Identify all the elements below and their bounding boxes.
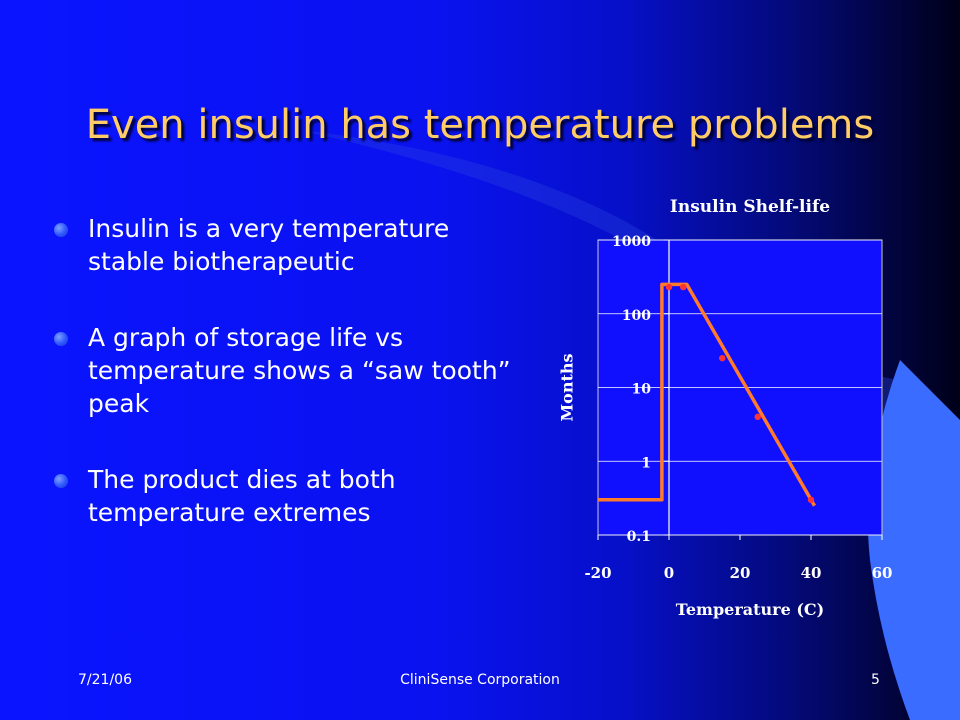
series-line xyxy=(598,282,817,507)
x-tick-label: -20 xyxy=(584,564,611,582)
x-tick-label: 40 xyxy=(801,564,822,582)
y-tick-label: 1 xyxy=(641,455,651,471)
slide-title: Even insulin has temperature problems xyxy=(85,102,875,148)
bullet-text: Insulin is a very temperature stable bio… xyxy=(88,214,450,276)
data-point xyxy=(807,496,815,504)
x-tick-label: 20 xyxy=(730,564,751,582)
bullet-item: A graph of storage life vs temperature s… xyxy=(52,321,522,420)
bullet-list: Insulin is a very temperature stable bio… xyxy=(52,212,522,572)
bullet-text: The product dies at both temperature ext… xyxy=(88,465,396,527)
data-point xyxy=(680,283,687,291)
y-tick-label: 0.1 xyxy=(627,529,651,545)
x-tick-label: 60 xyxy=(872,564,893,582)
data-point xyxy=(719,354,726,362)
bullet-item: The product dies at both temperature ext… xyxy=(52,463,522,529)
bullet-dot-icon xyxy=(54,332,68,346)
y-tick-label: 1000 xyxy=(612,234,651,250)
x-axis-label: Temperature (C) xyxy=(675,600,825,619)
x-tick-label: 0 xyxy=(664,564,674,582)
footer-company: CliniSense Corporation xyxy=(400,672,560,688)
bullet-dot-icon xyxy=(54,223,68,237)
bullet-text: A graph of storage life vs temperature s… xyxy=(88,323,511,418)
footer-date: 7/21/06 xyxy=(78,672,132,688)
y-tick-label: 10 xyxy=(632,382,652,398)
bullet-dot-icon xyxy=(54,474,68,488)
chart-title: Insulin Shelf-life xyxy=(669,197,831,217)
footer-page-number: 5 xyxy=(871,672,880,688)
y-tick-label: 100 xyxy=(622,308,651,324)
data-point xyxy=(665,283,673,291)
data-point xyxy=(754,413,761,421)
bullet-item: Insulin is a very temperature stable bio… xyxy=(52,212,522,278)
